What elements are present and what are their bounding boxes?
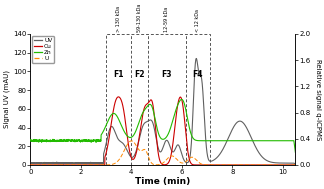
- Y-axis label: Relative signal q-ICPMS: Relative signal q-ICPMS: [315, 59, 320, 140]
- Y-axis label: Signal UV (mAU): Signal UV (mAU): [4, 70, 10, 129]
- Text: F1: F1: [113, 70, 124, 79]
- Text: F2: F2: [134, 70, 145, 79]
- Text: > 130 kDa: > 130 kDa: [116, 6, 121, 32]
- Text: 12-59 kDa: 12-59 kDa: [164, 7, 169, 32]
- Text: F3: F3: [161, 70, 172, 79]
- X-axis label: Time (min): Time (min): [135, 177, 191, 186]
- Text: 59-130 kDa: 59-130 kDa: [137, 4, 142, 32]
- Legend: UV, Cu, Zn, U: UV, Cu, Zn, U: [32, 36, 54, 63]
- Text: < 12 kDa: < 12 kDa: [195, 9, 200, 32]
- Text: F4: F4: [192, 70, 203, 79]
- Bar: [106, 34, 210, 165]
